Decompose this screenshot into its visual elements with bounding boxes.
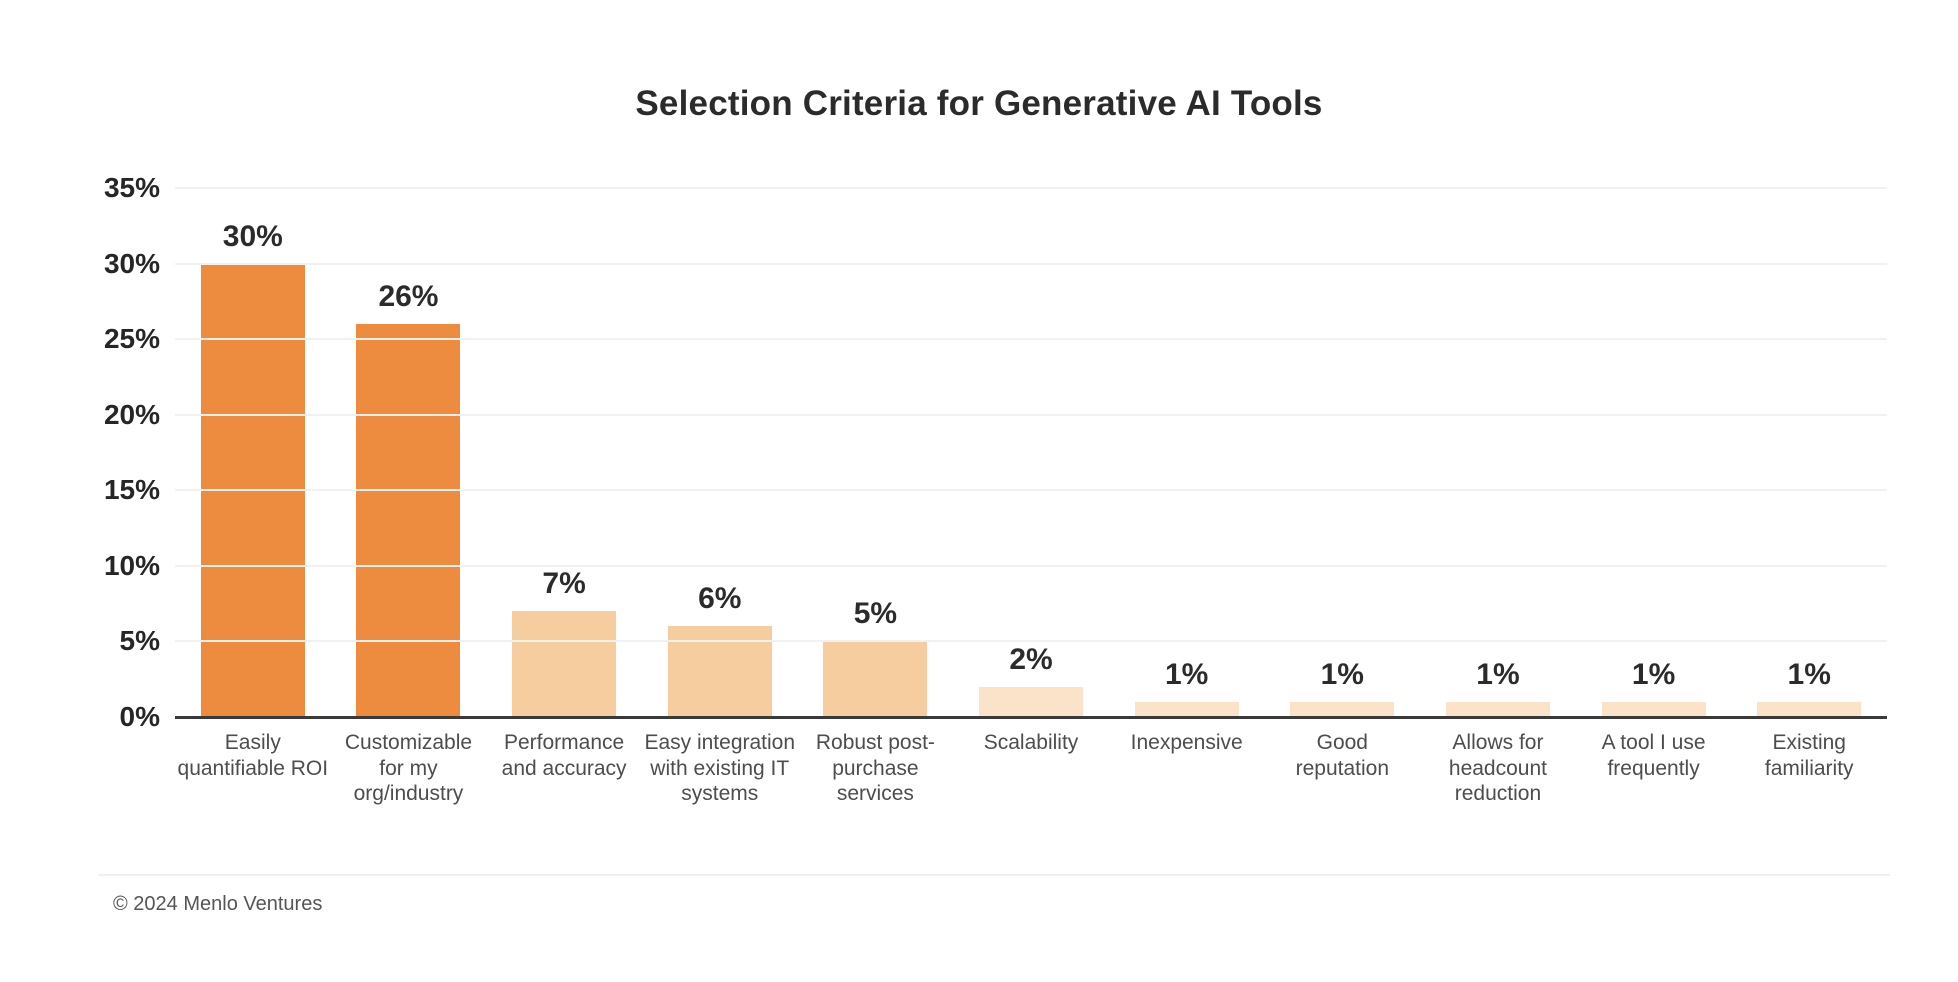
- bar: [356, 324, 461, 717]
- bar: [1134, 701, 1239, 717]
- bar-value-label: 1%: [1476, 657, 1520, 691]
- bar-column: 5%: [798, 188, 954, 717]
- bar-column: 26%: [331, 188, 487, 717]
- bar-column: 1%: [1420, 188, 1576, 717]
- bar-value-label: 6%: [698, 582, 742, 616]
- bar-column: 7%: [486, 188, 642, 717]
- y-axis-tick-label: 25%: [103, 323, 160, 355]
- plot-area: 30% 26% 7% 6% 5% 2% 1% 1% 1% 1% 1% 35% 30% 25% 20% 15%…: [104, 174, 1887, 731]
- bar: [1601, 701, 1706, 717]
- x-axis-label: Scalability: [983, 731, 1079, 754]
- bar-column: 30%: [175, 188, 331, 717]
- bar-columns: 30% 26% 7% 6% 5% 2% 1% 1% 1% 1% 1%: [175, 188, 1887, 717]
- y-axis-tick-label: 10%: [103, 549, 160, 581]
- x-axis-labels: Easily quantifiable ROI Customizable for …: [175, 730, 1887, 807]
- x-axis-line: [175, 715, 1887, 719]
- x-axis-label: Customizable for my org/industry: [344, 731, 473, 806]
- x-axis-label: Existing familiarity: [1764, 731, 1854, 780]
- y-axis-tick-label: 30%: [103, 247, 160, 279]
- gridline: [175, 564, 1887, 567]
- bar-value-label: 1%: [1320, 657, 1364, 691]
- x-axis-label: Easily quantifiable ROI: [177, 731, 329, 780]
- bar-value-label: 5%: [853, 597, 898, 631]
- bar-value-label: 26%: [378, 280, 439, 314]
- gridline: [175, 413, 1887, 416]
- x-axis-label: Performance and accuracy: [501, 731, 627, 780]
- gridline: [175, 640, 1887, 643]
- bar-column: 1%: [1731, 188, 1887, 717]
- gridline: [175, 187, 1887, 189]
- bar: [823, 641, 928, 717]
- gridline: [175, 338, 1887, 341]
- bar: [979, 686, 1084, 717]
- chart-title: Selection Criteria for Generative AI Too…: [635, 84, 1323, 123]
- gridline: [175, 489, 1887, 492]
- gridline: [175, 262, 1887, 265]
- x-axis-label: Good reputation: [1295, 731, 1389, 780]
- bar-value-label: 1%: [1164, 657, 1209, 691]
- bar: [512, 611, 617, 717]
- bar: [1290, 701, 1395, 717]
- y-axis-tick-label: 35%: [103, 172, 160, 203]
- bar-column: 6%: [642, 188, 798, 717]
- bar-column: 1%: [1576, 188, 1732, 717]
- bar: [1445, 701, 1550, 717]
- bar-value-label: 30%: [222, 219, 283, 253]
- x-axis-label: Allows for headcount reduction: [1448, 731, 1547, 806]
- x-axis-label: Robust post- purchase services: [815, 731, 935, 806]
- footer-divider: [98, 874, 1890, 876]
- bar-value-label: 2%: [1009, 642, 1053, 676]
- x-axis-label: Inexpensive: [1130, 731, 1243, 754]
- x-axis-label: A tool I use frequently: [1601, 731, 1706, 780]
- copyright-text: © 2024 Menlo Ventures: [113, 893, 323, 915]
- bar-value-label: 7%: [542, 567, 586, 601]
- bar-value-label: 1%: [1787, 657, 1831, 691]
- bar: [1757, 701, 1862, 717]
- bar-column: 2%: [953, 188, 1109, 717]
- x-axis-label: Easy integration with existing IT system…: [644, 731, 796, 806]
- y-axis-tick-label: 0%: [119, 701, 160, 732]
- bar-column: 1%: [1109, 188, 1265, 717]
- bar-column: 1%: [1264, 188, 1420, 717]
- y-axis-tick-label: 5%: [119, 625, 160, 657]
- y-axis-tick-label: 15%: [103, 474, 160, 506]
- bar-value-label: 1%: [1631, 657, 1676, 691]
- y-axis-tick-label: 20%: [103, 398, 160, 430]
